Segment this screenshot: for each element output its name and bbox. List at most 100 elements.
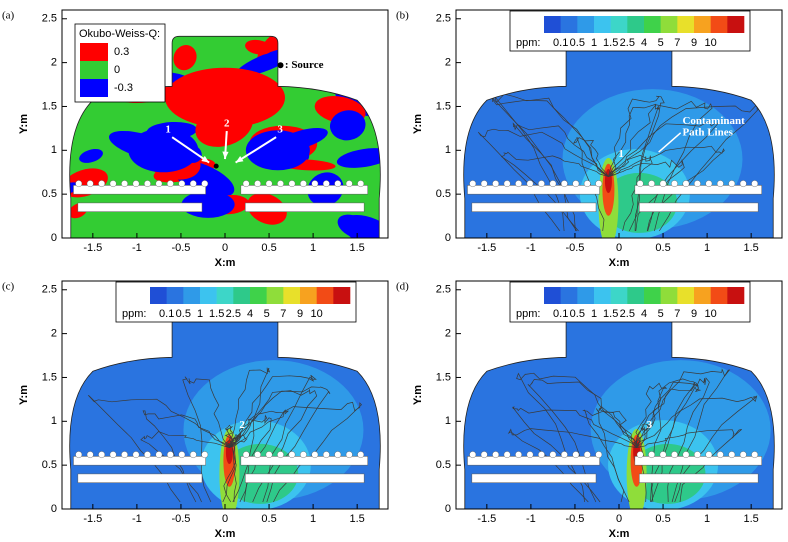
- seat-back: [189, 451, 197, 459]
- x-tick-label: 1: [704, 242, 710, 254]
- colorbar-label: 5: [658, 37, 664, 49]
- seat-back: [648, 180, 656, 188]
- colorbar-label: 1: [197, 308, 203, 320]
- seat-back: [345, 180, 353, 188]
- field: [463, 36, 775, 238]
- seat-back: [595, 180, 603, 188]
- seat-back: [492, 451, 500, 459]
- seat-back: [492, 180, 500, 188]
- seat-back: [155, 451, 163, 459]
- seat-back: [166, 180, 174, 188]
- y-tick-label: 2.5: [42, 284, 57, 296]
- colorbar-cell: [166, 287, 184, 304]
- seat-back: [86, 451, 94, 459]
- path-line: [224, 424, 237, 503]
- seat-back: [751, 451, 759, 459]
- panel: -1.5 -1 -0.5 0 0.5 1 1.5 0 0.5 1 1.5 2 2.5 X:m Y:m (c) p…: [2, 280, 389, 540]
- seat-back: [526, 180, 534, 188]
- colorbar-label: 2.5: [620, 37, 635, 49]
- x-tick-label: 1: [310, 242, 316, 254]
- annotation: 1: [618, 148, 624, 160]
- panel-label: (b): [396, 10, 409, 22]
- colorbar-label: 0.5: [570, 308, 585, 320]
- x-tick-label: 0: [616, 242, 622, 254]
- x-tick-label: 1.5: [744, 242, 759, 254]
- colorbar-cell: [727, 287, 745, 304]
- path-line: [140, 431, 230, 503]
- seat-back: [538, 180, 545, 188]
- x-axis-label: X:m: [609, 528, 630, 540]
- seat: [639, 473, 759, 483]
- seat-back: [549, 180, 557, 188]
- seat: [639, 202, 759, 212]
- y-tick-label: 2.5: [436, 13, 451, 25]
- seat-back: [242, 180, 250, 188]
- seat-back: [515, 180, 522, 188]
- seat: [77, 202, 203, 212]
- colorbar-label: 0.5: [570, 37, 585, 49]
- seat-back: [549, 451, 557, 459]
- y-tick-label: 2: [51, 328, 57, 340]
- legend-label: -0.3: [114, 82, 133, 94]
- y-tick-label: 0.5: [42, 459, 57, 471]
- seat-back: [201, 451, 209, 459]
- arrow: [235, 136, 277, 164]
- seat-back: [739, 180, 747, 188]
- arrow-head: [235, 156, 244, 163]
- panel: -1.5 -1 -0.5 0 0.5 1 1.5 0 0.5 1 1.5 2 2.5 X:m Y:m (d) p…: [396, 280, 783, 540]
- seat-back: [189, 180, 197, 188]
- path-line: [182, 376, 230, 503]
- y-tick-label: 0: [51, 232, 57, 244]
- seat-back: [694, 451, 701, 459]
- seat-back: [480, 180, 488, 188]
- path-line: [636, 395, 758, 503]
- colorbar-label: 5: [264, 308, 270, 320]
- x-tick-label: 1.5: [350, 242, 365, 254]
- colorbar-cell: [610, 287, 628, 304]
- seat-back: [716, 451, 724, 459]
- region: [343, 215, 381, 238]
- x-tick-label: -1.5: [477, 242, 496, 254]
- colorbar-label: 0.1: [553, 308, 568, 320]
- colorbar-cell: [644, 16, 661, 33]
- seat-back: [201, 180, 209, 188]
- colorbar-title: ppm:: [516, 308, 540, 320]
- x-tick-label: 0: [222, 242, 228, 254]
- seat-back: [345, 451, 353, 459]
- x-tick-label: -0.5: [171, 513, 190, 525]
- region: [79, 148, 103, 163]
- seat-back: [300, 451, 307, 459]
- x-tick-label: -1: [132, 513, 142, 525]
- colorbar-cell: [266, 287, 284, 304]
- seat-back: [636, 451, 644, 459]
- x-tick-label: -1: [526, 242, 536, 254]
- region: [165, 67, 285, 128]
- seat-back: [277, 180, 284, 188]
- y-tick-label: 2: [445, 328, 451, 340]
- seat-back: [98, 180, 106, 188]
- seat-back: [242, 451, 250, 459]
- seat-back: [178, 451, 186, 459]
- seat-back: [694, 180, 701, 188]
- arrow-head: [222, 151, 229, 160]
- seat-back: [728, 451, 736, 459]
- seat-back: [109, 180, 117, 188]
- seat-back: [515, 451, 522, 459]
- colorbar-label: 4: [641, 308, 647, 320]
- region: [245, 39, 272, 55]
- path-line: [608, 155, 653, 232]
- shelf: [467, 456, 600, 466]
- seat-back: [728, 180, 736, 188]
- y-tick-label: 0.5: [436, 459, 451, 471]
- legend-label: 0.3: [114, 46, 129, 58]
- field: [463, 307, 775, 509]
- seat-back: [265, 180, 273, 188]
- y-tick-label: 1: [51, 144, 57, 156]
- colorbar-label: 4: [247, 308, 253, 320]
- colorbar-label: 7: [280, 308, 286, 320]
- panel-label: (d): [396, 281, 409, 293]
- seat-back: [538, 451, 545, 459]
- y-tick-label: 0: [445, 232, 451, 244]
- seat-back: [572, 180, 580, 188]
- seat-back: [86, 180, 94, 188]
